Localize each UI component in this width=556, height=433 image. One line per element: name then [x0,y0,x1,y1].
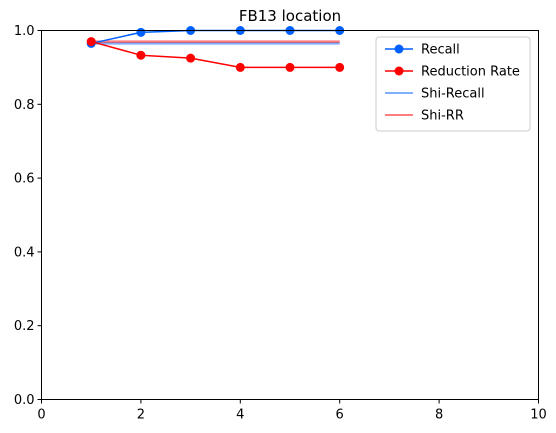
y-tick-label: 0.0 [14,393,35,408]
y-tick-label: 0.2 [14,319,35,334]
legend-label-shi-recall: Shi-Recall [421,87,485,102]
x-tick-label: 2 [137,408,145,423]
data-point-reduction-rate [136,50,146,60]
legend-label-recall: Recall [421,43,460,58]
y-tick-label: 0.6 [14,172,35,187]
legend-marker-reduction-rate [394,66,404,76]
legend-marker-recall [394,44,404,54]
data-point-reduction-rate [235,62,245,72]
legend-label-shi-rr: Shi-RR [421,109,464,124]
y-tick-label: 1.0 [14,24,35,39]
plot-frame [41,30,539,400]
series-line-reduction-rate [91,40,340,69]
legend: Recall Reduction Rate Shi-Recall Shi-RR [375,36,531,132]
y-tick-label: 0.4 [14,245,35,260]
x-tick-label: 4 [236,408,244,423]
x-tick-label: 8 [435,408,443,423]
data-point-reduction-rate [285,62,295,72]
data-point-recall [136,27,146,37]
data-point-reduction-rate [186,53,196,63]
data-point-reduction-rate [335,62,345,72]
y-tick-label: 0.8 [14,98,35,113]
legend-label-reduction-rate: Reduction Rate [421,65,520,80]
chart-title: FB13 location [239,7,341,25]
x-tick-label: 10 [530,408,547,423]
legend-frame [375,36,531,132]
data-point-reduction-rate [86,37,96,47]
x-tick-label: 0 [37,408,45,423]
x-tick-label: 6 [336,408,344,423]
